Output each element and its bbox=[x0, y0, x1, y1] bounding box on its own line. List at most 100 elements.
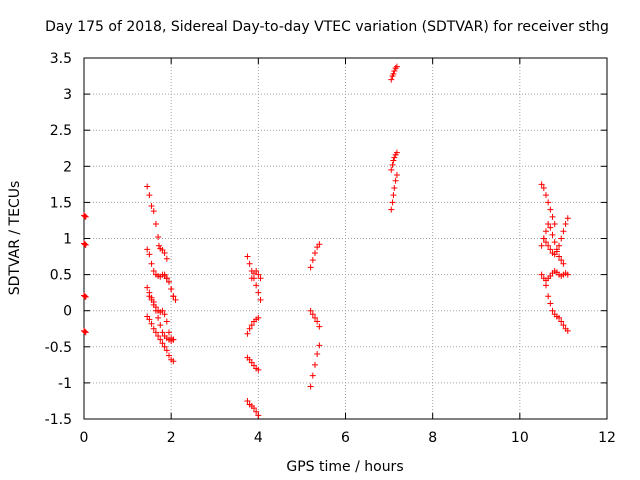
data-point bbox=[255, 314, 262, 321]
data-point bbox=[389, 161, 396, 168]
data-point bbox=[150, 325, 157, 332]
data-point bbox=[560, 228, 567, 235]
data-point bbox=[155, 242, 162, 249]
data-point bbox=[253, 267, 260, 274]
y-tick-label: 2.5 bbox=[50, 123, 72, 139]
data-point bbox=[155, 314, 162, 321]
data-point bbox=[564, 271, 571, 278]
series-t21 bbox=[542, 282, 571, 334]
data-point bbox=[146, 316, 153, 323]
data-point bbox=[150, 208, 157, 215]
data-point bbox=[244, 253, 251, 260]
x-tick-label: 8 bbox=[428, 430, 437, 446]
data-point bbox=[311, 249, 318, 256]
data-point bbox=[311, 314, 318, 321]
data-point bbox=[152, 307, 159, 314]
data-point bbox=[391, 184, 398, 191]
series-t18 bbox=[538, 181, 558, 228]
data-point bbox=[307, 264, 314, 271]
series-t20 bbox=[538, 267, 571, 284]
data-point bbox=[549, 231, 556, 238]
data-points bbox=[81, 63, 571, 419]
series-t12 bbox=[307, 241, 323, 271]
data-point bbox=[82, 241, 89, 248]
data-point bbox=[542, 239, 549, 246]
data-point bbox=[545, 242, 552, 249]
series-t4 bbox=[144, 313, 177, 365]
data-point bbox=[155, 234, 162, 241]
data-point bbox=[314, 318, 321, 325]
series-t13 bbox=[307, 307, 323, 330]
data-point bbox=[392, 65, 399, 72]
y-tick-label: 0.5 bbox=[50, 268, 72, 284]
data-point bbox=[163, 275, 170, 282]
data-point bbox=[159, 340, 166, 347]
data-point bbox=[81, 328, 88, 335]
data-point bbox=[144, 183, 151, 190]
y-tick-label: 1.5 bbox=[50, 195, 72, 211]
series-t10 bbox=[244, 354, 262, 373]
data-point bbox=[152, 329, 159, 336]
data-point bbox=[82, 329, 89, 336]
data-point bbox=[564, 215, 571, 222]
data-point bbox=[159, 307, 166, 314]
data-point bbox=[152, 221, 159, 228]
series-t5 bbox=[146, 293, 177, 345]
data-point bbox=[170, 293, 177, 300]
data-point bbox=[556, 242, 563, 249]
data-point bbox=[150, 267, 157, 274]
data-point bbox=[250, 405, 257, 412]
data-point bbox=[390, 192, 397, 199]
data-point bbox=[168, 286, 175, 293]
data-point bbox=[547, 224, 554, 231]
x-tick-label: 2 bbox=[167, 430, 176, 446]
data-point bbox=[257, 296, 264, 303]
x-tick-label: 6 bbox=[341, 430, 350, 446]
data-point bbox=[155, 332, 162, 339]
data-point bbox=[388, 206, 395, 213]
data-point bbox=[172, 296, 179, 303]
data-point bbox=[82, 293, 89, 300]
series-t0c bbox=[81, 292, 89, 300]
data-point bbox=[146, 192, 153, 199]
x-tick-label: 12 bbox=[598, 430, 616, 446]
series-t6 bbox=[161, 271, 179, 303]
data-point bbox=[564, 327, 571, 334]
data-point bbox=[81, 213, 88, 220]
data-point bbox=[255, 412, 262, 419]
x-axis-label: GPS time / hours bbox=[286, 459, 403, 475]
data-point bbox=[253, 408, 260, 415]
data-point bbox=[170, 336, 177, 343]
series-t19 bbox=[540, 215, 571, 258]
x-tick-label: 10 bbox=[511, 430, 529, 446]
data-point bbox=[538, 271, 545, 278]
data-point bbox=[545, 293, 552, 300]
data-point bbox=[82, 213, 89, 220]
series-t15 bbox=[388, 63, 400, 83]
data-point bbox=[390, 157, 397, 164]
data-point bbox=[255, 289, 262, 296]
series-t16 bbox=[388, 149, 400, 173]
data-point bbox=[392, 177, 399, 184]
data-point bbox=[393, 171, 400, 178]
data-point bbox=[545, 221, 552, 228]
data-point bbox=[309, 257, 316, 264]
data-point bbox=[81, 241, 88, 248]
x-tick-label: 0 bbox=[80, 430, 89, 446]
data-point bbox=[148, 260, 155, 267]
y-tick-label: 3 bbox=[63, 87, 72, 103]
data-point bbox=[161, 271, 168, 278]
series-t14 bbox=[307, 342, 323, 390]
series-t22 bbox=[538, 221, 567, 267]
series-t11 bbox=[244, 397, 262, 419]
data-point bbox=[255, 271, 262, 278]
data-point bbox=[309, 372, 316, 379]
data-point bbox=[244, 397, 251, 404]
x-tick-label: 4 bbox=[254, 430, 263, 446]
y-tick-label: 1 bbox=[63, 232, 72, 248]
data-point bbox=[144, 246, 151, 253]
data-point bbox=[163, 255, 170, 262]
data-point bbox=[148, 320, 155, 327]
series-t1 bbox=[144, 183, 170, 262]
